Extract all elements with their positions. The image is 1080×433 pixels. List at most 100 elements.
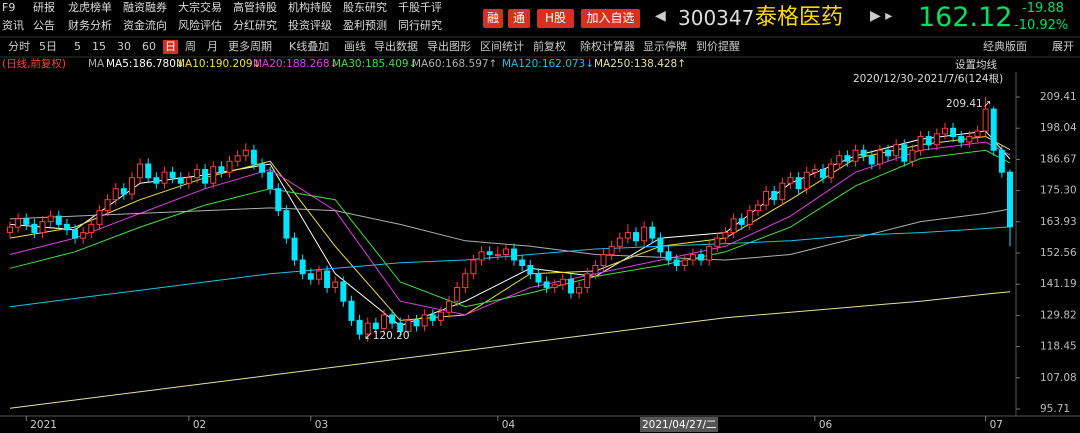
toolbar-item[interactable]: 显示停牌 — [643, 40, 687, 53]
y-tick-label: 152.56 — [1040, 247, 1077, 259]
toolbar-item[interactable]: 60 — [142, 40, 156, 53]
candle-body — [600, 254, 607, 267]
nav-item[interactable]: 同行研究 — [398, 19, 442, 32]
candle-body — [868, 155, 875, 165]
nav-item[interactable]: 机构持股 — [288, 1, 332, 14]
candle-body — [714, 237, 721, 247]
toolbar-item[interactable]: 区间统计 — [480, 40, 524, 53]
candle-body — [803, 171, 810, 190]
nav-item[interactable]: 公告 — [33, 19, 55, 32]
nav-item[interactable]: 资金流向 — [123, 19, 167, 32]
nav-item[interactable]: 融资融券 — [123, 1, 167, 14]
candle-body — [145, 163, 152, 179]
nav-item[interactable]: 研报 — [33, 1, 55, 14]
toolbar-item[interactable]: 到价提醒 — [696, 40, 740, 53]
x-tick-label: 03 — [315, 419, 328, 431]
toolbar-item[interactable]: 前复权 — [533, 40, 566, 53]
ma-line — [9, 149, 1011, 308]
toolbar-item[interactable]: 经典版面 — [983, 40, 1027, 53]
candle-body — [535, 273, 542, 283]
candle-body — [754, 204, 761, 212]
nav-item[interactable]: 财务分析 — [68, 19, 112, 32]
nav-item[interactable]: 投资评级 — [288, 19, 332, 32]
next-arrow[interactable]: ▶ ▸ — [870, 8, 893, 24]
toolbar-item[interactable]: 周 — [185, 40, 196, 53]
candle-body — [901, 144, 908, 162]
candle-body — [876, 149, 883, 165]
legend-entry: MA30:185.409↓ — [332, 58, 417, 70]
candle-body — [746, 210, 753, 225]
toolbar-item[interactable]: 除权计算器 — [580, 40, 635, 53]
candle-body — [494, 254, 501, 257]
legend-entry: MA5:186.780↓ — [106, 58, 185, 70]
candle-body — [616, 237, 623, 247]
nav-item[interactable]: 风险评估 — [178, 19, 222, 32]
candle-body — [502, 248, 509, 256]
candle-body — [844, 155, 851, 162]
ma-line — [9, 141, 1011, 316]
toolbar-item[interactable]: 展开 — [1052, 40, 1074, 53]
candle-body — [698, 254, 705, 261]
candle-body — [624, 232, 631, 239]
nav-item[interactable]: 资讯 — [2, 19, 24, 32]
nav-item[interactable]: 大宗交易 — [178, 1, 222, 14]
candle-body — [820, 168, 826, 179]
candle-body — [641, 226, 648, 242]
candle-body — [397, 322, 404, 332]
candle-body — [958, 136, 965, 143]
toolbar-item[interactable]: 15 — [92, 40, 106, 53]
badge[interactable]: 融 — [483, 9, 503, 28]
candle-body — [39, 221, 46, 234]
candle-body — [486, 251, 493, 256]
candle-body — [511, 248, 518, 261]
candle-body — [112, 188, 119, 201]
candle-body — [738, 218, 745, 225]
candle-body — [795, 177, 802, 190]
y-tick-label: 163.93 — [1040, 216, 1077, 228]
nav-item[interactable]: 盈利预测 — [343, 19, 387, 32]
candle-body — [226, 160, 233, 173]
prev-arrow[interactable]: ◀ — [655, 8, 666, 24]
badge[interactable]: H股 — [537, 9, 574, 28]
candle-body — [413, 319, 420, 327]
y-tick-label: 141.19 — [1040, 278, 1077, 290]
nav-item[interactable]: 分红研究 — [233, 19, 277, 32]
nav-item[interactable]: 千股千评 — [398, 1, 442, 14]
candle-body — [80, 232, 87, 239]
toolbar-item[interactable]: 30 — [117, 40, 131, 53]
candle-body — [811, 168, 818, 173]
candle-body — [161, 171, 168, 184]
candle-body — [96, 210, 103, 225]
annotation: ↙120.20 — [364, 330, 410, 342]
candle-body — [234, 155, 241, 162]
toolbar-item[interactable]: 5 — [74, 40, 81, 53]
stock-code: 300347 — [678, 6, 755, 30]
toolbar-item[interactable]: 画线 — [344, 40, 366, 53]
candle-body — [893, 144, 900, 157]
candle-body — [608, 245, 615, 256]
candle-body — [763, 190, 770, 206]
candle-body — [982, 108, 989, 132]
toolbar-item[interactable]: 导出图形 — [427, 40, 471, 53]
nav-item[interactable]: 高管持股 — [233, 1, 277, 14]
badge[interactable]: 加入自选 — [581, 9, 640, 28]
nav-item[interactable]: F9 — [2, 1, 16, 14]
toolbar-item[interactable]: 更多周期 — [228, 40, 272, 53]
nav-item[interactable]: 股东研究 — [343, 1, 387, 14]
toolbar-item[interactable]: 分时 — [8, 40, 30, 53]
crosshair-label: 2021/04/27/二 — [642, 419, 717, 431]
toolbar-item[interactable]: 5日 — [39, 40, 57, 53]
nav-item[interactable]: 龙虎榜单 — [68, 1, 112, 14]
annotation: 209.41↗ — [946, 98, 992, 110]
toolbar-item[interactable]: K线叠加 — [289, 40, 330, 53]
candle-body — [519, 259, 526, 267]
toolbar-item[interactable]: 月 — [207, 40, 218, 53]
settings-label: 设置均线 — [955, 58, 997, 71]
candle-body — [649, 226, 656, 239]
badge[interactable]: 通 — [508, 9, 530, 28]
candle-body — [437, 311, 444, 321]
candle-body — [283, 210, 290, 239]
toolbar-item[interactable]: 导出数据 — [374, 40, 418, 53]
candle-body — [31, 223, 38, 234]
toolbar-item[interactable]: 日 — [163, 40, 178, 54]
